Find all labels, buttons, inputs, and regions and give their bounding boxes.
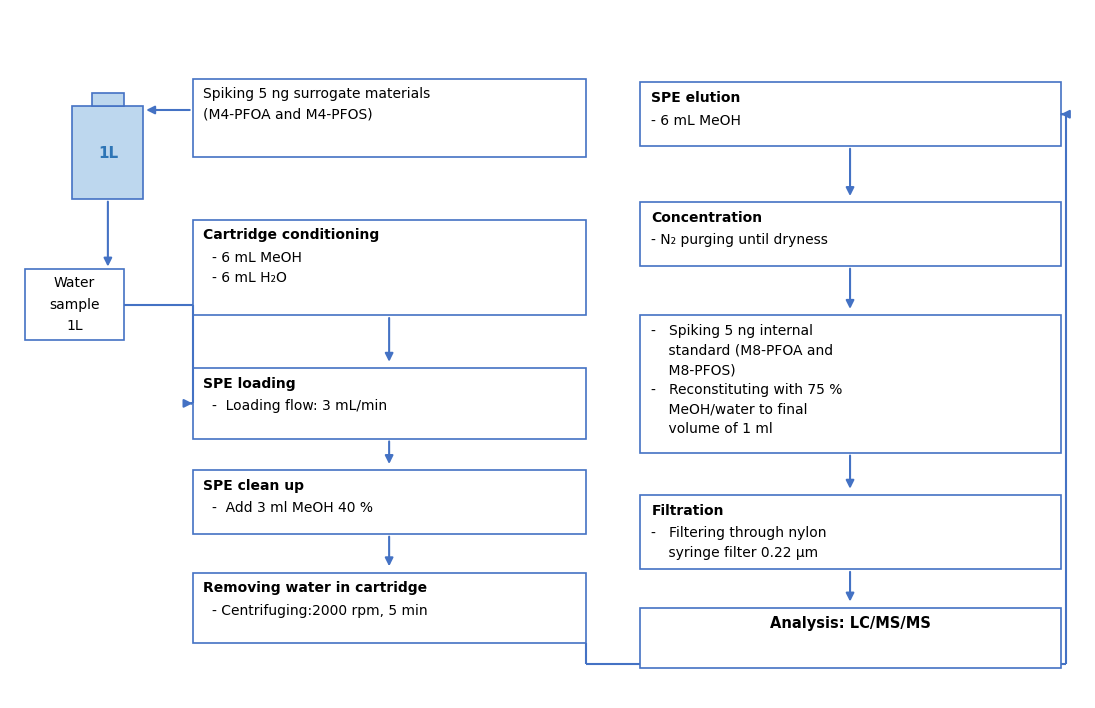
Text: -   Reconstituting with 75 %: - Reconstituting with 75 %	[652, 383, 843, 397]
FancyBboxPatch shape	[641, 608, 1061, 668]
Text: - 6 mL H₂O: - 6 mL H₂O	[212, 270, 287, 285]
Text: SPE elution: SPE elution	[652, 91, 740, 105]
FancyBboxPatch shape	[193, 79, 586, 156]
Text: -   Filtering through nylon: - Filtering through nylon	[652, 526, 827, 540]
Text: Cartridge conditioning: Cartridge conditioning	[204, 229, 380, 242]
Text: -   Spiking 5 ng internal: - Spiking 5 ng internal	[652, 324, 814, 338]
FancyBboxPatch shape	[25, 269, 124, 340]
Text: - 6 mL MeOH: - 6 mL MeOH	[212, 251, 302, 265]
Text: Water: Water	[54, 276, 95, 290]
Text: 1L: 1L	[97, 147, 118, 161]
FancyBboxPatch shape	[641, 202, 1061, 266]
Text: (M4-PFOA and M4-PFOS): (M4-PFOA and M4-PFOS)	[204, 107, 373, 121]
Text: syringe filter 0.22 μm: syringe filter 0.22 μm	[652, 546, 818, 560]
FancyBboxPatch shape	[193, 573, 586, 643]
Text: 1L: 1L	[67, 319, 83, 333]
Text: - Centrifuging:2000 rpm, 5 min: - Centrifuging:2000 rpm, 5 min	[212, 604, 428, 617]
Text: Spiking 5 ng surrogate materials: Spiking 5 ng surrogate materials	[204, 87, 430, 101]
Text: -  Add 3 ml MeOH 40 %: - Add 3 ml MeOH 40 %	[212, 501, 373, 515]
FancyBboxPatch shape	[72, 106, 143, 199]
Text: Removing water in cartridge: Removing water in cartridge	[204, 581, 427, 595]
Text: - N₂ purging until dryness: - N₂ purging until dryness	[652, 234, 828, 247]
Text: M8-PFOS): M8-PFOS)	[652, 363, 736, 377]
FancyBboxPatch shape	[193, 368, 586, 439]
FancyBboxPatch shape	[641, 83, 1061, 146]
FancyBboxPatch shape	[641, 315, 1061, 452]
FancyBboxPatch shape	[641, 495, 1061, 569]
Text: MeOH/water to final: MeOH/water to final	[652, 403, 808, 417]
Text: SPE loading: SPE loading	[204, 377, 296, 391]
Text: volume of 1 ml: volume of 1 ml	[652, 423, 773, 436]
Text: -  Loading flow: 3 mL/min: - Loading flow: 3 mL/min	[212, 399, 388, 413]
Text: Analysis: LC/MS/MS: Analysis: LC/MS/MS	[770, 617, 931, 632]
Text: Concentration: Concentration	[652, 211, 762, 225]
Text: SPE clean up: SPE clean up	[204, 479, 304, 493]
Text: standard (M8-PFOA and: standard (M8-PFOA and	[652, 343, 833, 358]
FancyBboxPatch shape	[193, 220, 586, 315]
Text: Filtration: Filtration	[652, 503, 724, 518]
Text: sample: sample	[49, 297, 100, 312]
FancyBboxPatch shape	[92, 93, 124, 106]
FancyBboxPatch shape	[193, 470, 586, 534]
Text: - 6 mL MeOH: - 6 mL MeOH	[652, 113, 741, 127]
